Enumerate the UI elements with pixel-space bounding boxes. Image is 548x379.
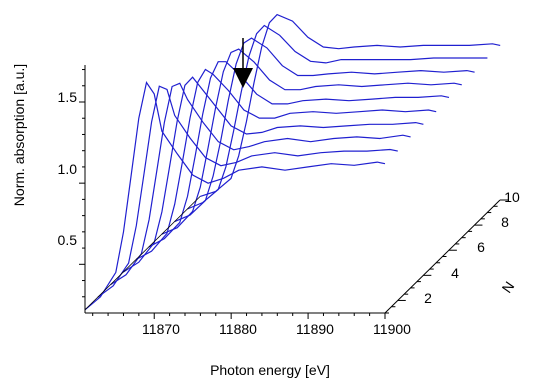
series-layer — [84, 13, 501, 311]
series-line-9 — [187, 24, 488, 210]
z-tick-label-0: 2 — [424, 290, 432, 306]
series-line-7 — [161, 48, 462, 235]
series-line-4 — [123, 76, 424, 273]
z-tick-label-3: 8 — [501, 214, 509, 230]
y-tick-label-0: 0.5 — [58, 232, 78, 248]
y-tick-label-1: 1.0 — [58, 161, 78, 177]
x-tick-label-2: 11890 — [296, 321, 334, 337]
series-line-10 — [200, 13, 501, 197]
y-tick-label-2: 1.5 — [58, 89, 78, 105]
label-layer: 11870 11880 11890 11900 0.5 1.0 1.5 2 4 … — [11, 64, 520, 378]
baseline-slant — [84, 196, 201, 311]
y-axis-title: Norm. absorption [a.u.] — [11, 64, 27, 206]
z-tick-label-2: 6 — [477, 239, 485, 255]
series-line-5 — [135, 68, 437, 260]
series-line-1 — [84, 80, 386, 311]
series-line-8 — [174, 37, 475, 223]
x-tick-label-1: 11880 — [219, 321, 257, 337]
z-axis-title: N — [498, 278, 517, 295]
series-line-2 — [97, 85, 398, 298]
x-tick-label-0: 11870 — [142, 321, 180, 337]
x-tick-label-3: 11900 — [373, 321, 411, 337]
series-line-3 — [110, 82, 411, 286]
series-line-6 — [148, 61, 450, 248]
annotation-layer — [233, 38, 253, 88]
z-tick-label-4: 10 — [504, 189, 520, 205]
tick-layer — [79, 69, 508, 319]
axes-layer — [84, 65, 501, 314]
x-axis-title: Photon energy [eV] — [210, 362, 330, 378]
z-tick-label-1: 4 — [451, 265, 459, 281]
trend-arrow-head — [233, 68, 253, 88]
